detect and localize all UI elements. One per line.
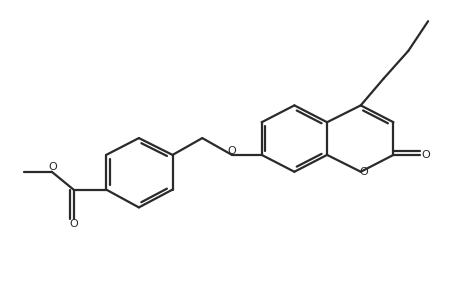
Text: O: O <box>69 219 78 229</box>
Text: O: O <box>49 162 57 172</box>
Text: O: O <box>228 146 237 156</box>
Text: O: O <box>422 150 431 160</box>
Text: O: O <box>359 167 368 177</box>
